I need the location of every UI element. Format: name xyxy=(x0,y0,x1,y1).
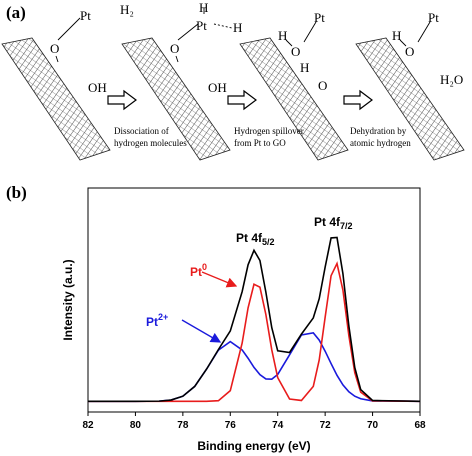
x-tick-label: 72 xyxy=(320,420,332,431)
atom-label: O xyxy=(318,78,327,93)
captions: Dissociation of hydrogen molecules Hydro… xyxy=(114,126,411,148)
annotation: Pt0 xyxy=(190,262,207,279)
caption: from Pt to GO xyxy=(234,138,286,148)
atom-label: Pt xyxy=(80,8,91,23)
scheme: (a) Pt H₂ O OH H Pt H O OH H Pt O xyxy=(1,0,465,161)
curve xyxy=(88,236,421,403)
atom-label: H xyxy=(392,28,401,43)
x-tick-label: 74 xyxy=(272,420,284,431)
atom-label: Pt xyxy=(314,10,325,25)
x-tick-label: 78 xyxy=(177,420,189,431)
atom-label: O xyxy=(50,41,59,56)
atom-label: H xyxy=(300,60,309,75)
atom-label: H xyxy=(233,20,242,35)
annotation-text: Pt 4f xyxy=(236,231,263,245)
x-axis: 82 80 78 76 74 72 70 68 xyxy=(82,412,426,431)
caption: Hydrogen spillover xyxy=(234,126,304,136)
annotation: Pt 4f7/2 xyxy=(314,215,353,231)
x-axis-label: Binding energy (eV) xyxy=(197,439,310,453)
panel-label: (a) xyxy=(6,3,26,22)
go-sheet xyxy=(1,37,111,161)
caption: hydrogen molecules xyxy=(114,138,187,148)
atom-label: H xyxy=(199,0,208,15)
annotation-text: Pt xyxy=(146,315,158,329)
atom-label: O xyxy=(405,44,414,59)
annotation: Pt2+ xyxy=(146,312,168,329)
go-sheet xyxy=(121,37,231,161)
caption: Dissociation of xyxy=(114,126,169,136)
x-tick-label: 82 xyxy=(82,420,94,431)
annotation-arrow xyxy=(201,271,238,288)
panel-label: (b) xyxy=(6,183,27,202)
caption: Dehydration by xyxy=(350,126,407,136)
x-tick-label: 68 xyxy=(414,420,426,431)
y-axis-label: Intensity (a.u.) xyxy=(61,259,75,340)
atom-label: O xyxy=(291,44,300,59)
atom-label: H xyxy=(278,28,287,43)
atoms: Pt H₂ O OH H Pt H O OH H Pt O H O H Pt O… xyxy=(50,0,463,95)
annotation-subscript: 5/2 xyxy=(262,237,275,247)
annotation-superscript: 2+ xyxy=(158,312,168,322)
curve xyxy=(88,261,421,403)
annotation-arrow xyxy=(181,319,222,343)
bonds xyxy=(55,8,431,63)
go-sheet xyxy=(239,37,349,161)
plot-frame xyxy=(87,187,421,413)
annotation-text: Pt xyxy=(190,265,202,279)
annotation-text: Pt 4f xyxy=(314,215,341,229)
process-arrows xyxy=(107,89,373,111)
atom-label: O xyxy=(170,41,179,56)
atom-label: OH xyxy=(88,80,107,95)
annotation: Pt 4f5/2 xyxy=(236,231,275,247)
go-sheet xyxy=(355,37,465,161)
atom-label: OH xyxy=(208,80,227,95)
atom-label: Pt xyxy=(428,10,439,25)
curve xyxy=(88,331,421,403)
atom-label: H₂O xyxy=(440,72,463,87)
atom-label: H₂ xyxy=(120,2,134,17)
x-tick-label: 80 xyxy=(130,420,142,431)
x-tick-label: 70 xyxy=(367,420,379,431)
atom-label: Pt xyxy=(196,18,207,33)
curves xyxy=(88,236,421,403)
annotation-subscript: 7/2 xyxy=(340,221,353,231)
x-tick-label: 76 xyxy=(225,420,237,431)
sheets xyxy=(1,37,465,161)
caption: atomic hydrogen xyxy=(350,138,411,148)
annotation-superscript: 0 xyxy=(202,262,207,272)
